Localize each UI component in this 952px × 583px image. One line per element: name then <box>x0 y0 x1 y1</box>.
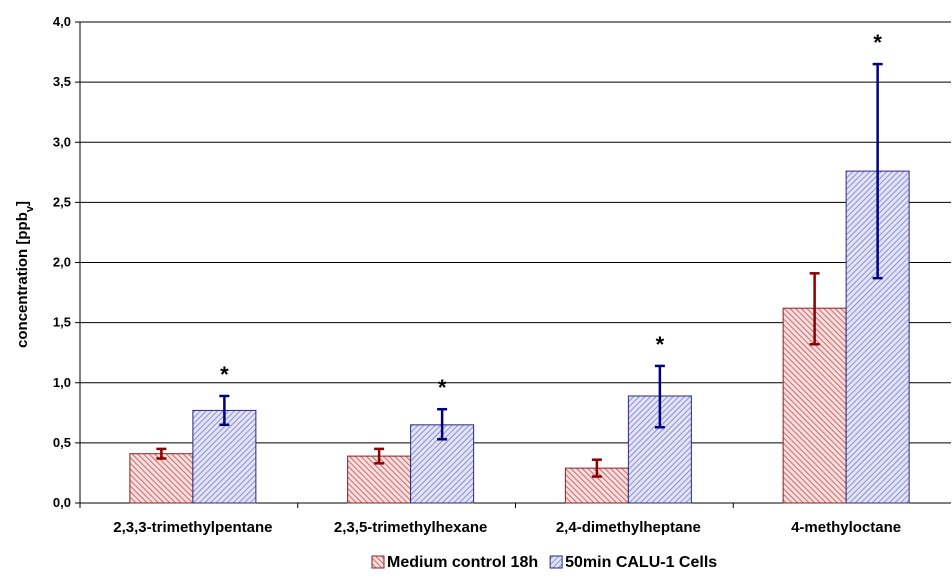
y-tick-label: 1,5 <box>53 315 71 330</box>
labels: 0,0 0,5 1,0 1,5 2,0 2,5 3,0 3,5 4,0 * 2,3,3-trimet… <box>14 14 901 536</box>
y-tick-label: 4,0 <box>53 14 71 29</box>
y-axis-label: concentration [ppbv] <box>14 201 36 348</box>
y-tick-label: 1,0 <box>53 375 71 390</box>
y-tick-label: 2,5 <box>53 194 71 209</box>
y-tick-label: 0,0 <box>53 495 71 510</box>
significance-marker: * <box>220 362 229 387</box>
significance-marker: * <box>656 332 665 357</box>
legend: Medium control 18h 50min CALU-1 Cells <box>371 554 717 571</box>
category-label: 2,3,5-trimethylhexane <box>334 519 487 536</box>
bar <box>129 453 194 504</box>
significance-marker: * <box>873 30 882 55</box>
y-tick-label: 2,0 <box>53 255 71 270</box>
gridlines <box>80 21 951 444</box>
bars <box>129 170 910 504</box>
significance-marker: * <box>438 375 447 400</box>
y-tick-label: 0,5 <box>53 435 71 450</box>
y-tick-label: 3,5 <box>53 74 71 89</box>
error-bars <box>156 62 883 478</box>
category-label: 2,4-dimethylheptane <box>556 519 701 536</box>
legend-swatch <box>371 555 385 569</box>
legend-swatch <box>549 555 563 569</box>
legend-label: Medium control 18h <box>387 554 538 571</box>
y-tick-label: 3,0 <box>53 134 71 149</box>
category-label: 2,3,3-trimethylpentane <box>113 519 272 536</box>
category-label: 4-methyloctane <box>791 519 901 536</box>
legend-label: 50min CALU-1 Cells <box>565 554 717 571</box>
